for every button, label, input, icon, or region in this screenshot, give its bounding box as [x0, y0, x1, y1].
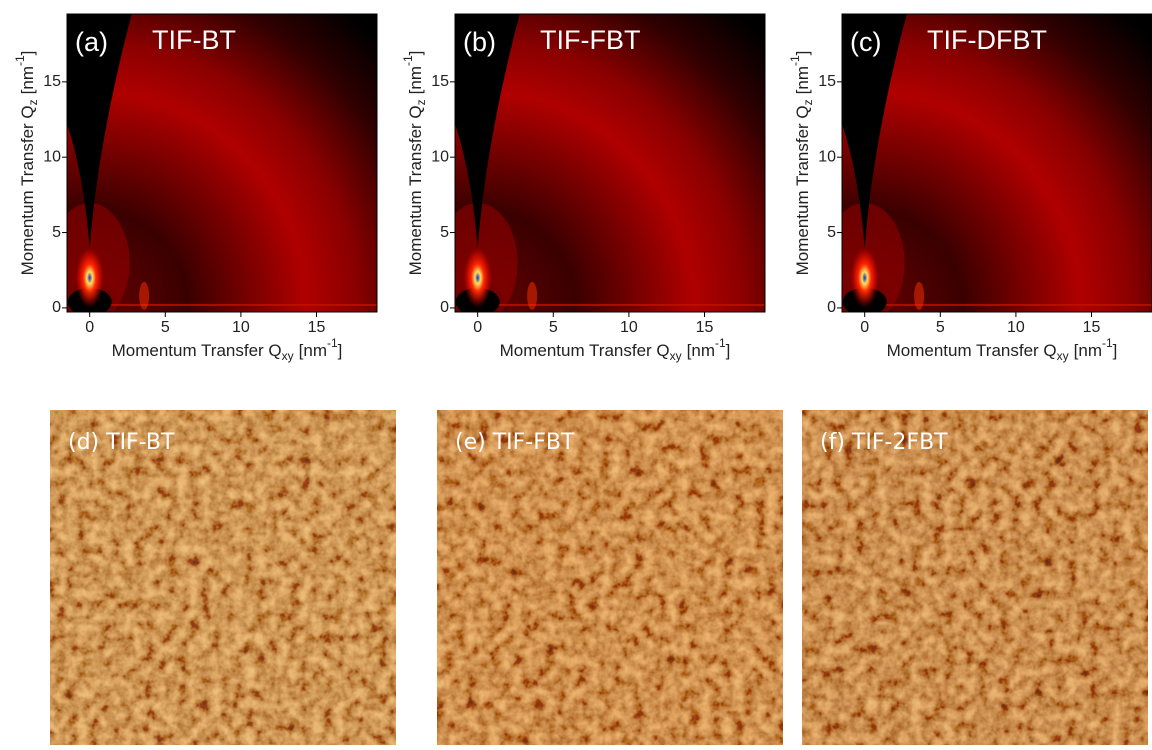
frame	[66, 13, 378, 313]
label-sup: -1	[715, 336, 726, 350]
panel-label: (a)	[75, 27, 108, 57]
x-tick-label: 0	[860, 319, 869, 336]
panel-title: TIF-FBT	[540, 25, 640, 55]
label-text: Momentum Transfer Q	[112, 341, 282, 360]
y-tick-label: 10	[431, 148, 449, 165]
y-tick-label: 15	[43, 73, 61, 90]
x-axis-label: Momentum Transfer Qxy [nm-1]	[500, 336, 731, 363]
y-axis-label: Momentum Transfer Qz [nm-1]	[13, 51, 40, 276]
x-tick-label: 15	[1083, 319, 1101, 336]
specular-spot	[75, 247, 104, 308]
label-text: Momentum Transfer Q	[887, 341, 1057, 360]
x-tick-label: 0	[473, 319, 482, 336]
label-sub: xy	[282, 349, 294, 363]
label-sub: z	[414, 99, 428, 105]
label-close: ]	[1113, 341, 1118, 360]
label-sub: z	[801, 99, 815, 105]
x-tick-label: 10	[620, 319, 638, 336]
x-tick-label: 5	[936, 319, 945, 336]
y-tick-label: 5	[827, 224, 836, 241]
peak	[527, 281, 538, 310]
y-tick-label: 10	[43, 148, 61, 165]
y-tick-label: 0	[440, 299, 449, 316]
x-tick-label: 0	[85, 319, 94, 336]
label-text: Momentum Transfer Q	[500, 341, 670, 360]
label-sup: -1	[13, 55, 27, 66]
label-sub: xy	[1057, 349, 1069, 363]
y-tick-label: 5	[52, 224, 61, 241]
horizon	[477, 303, 765, 306]
scattering-map	[67, 14, 377, 312]
afm-texture	[437, 410, 783, 745]
frame	[841, 13, 1152, 313]
x-tick-label: 15	[696, 319, 714, 336]
panel-title: TIF-BT	[152, 25, 236, 55]
ring	[842, 14, 1152, 312]
scattering-map	[842, 14, 1152, 312]
label-sub: xy	[670, 349, 682, 363]
y-axis-label: Momentum Transfer Qz [nm-1]	[788, 51, 815, 276]
y-tick-label: 5	[440, 224, 449, 241]
y-tick-label: 0	[827, 299, 836, 316]
y-tick-label: 15	[431, 73, 449, 90]
peak	[139, 281, 150, 310]
afm-label: (d) TIF-BT	[68, 430, 175, 455]
x-tick-label: 5	[549, 319, 558, 336]
missing-wedge	[842, 14, 907, 248]
label-unit: [nm	[299, 341, 327, 360]
label-close: ]	[338, 341, 343, 360]
scattering-map	[455, 14, 765, 312]
afm-label: (e) TIF-FBT	[455, 430, 575, 455]
y-axis-label: Momentum Transfer Qz [nm-1]	[401, 51, 428, 276]
label-text: Momentum Transfer Q	[406, 105, 425, 275]
label-unit: [nm	[1074, 341, 1102, 360]
missing-wedge	[455, 14, 520, 248]
horizon	[89, 303, 377, 306]
frame	[454, 13, 766, 313]
y-tick-label: 15	[818, 73, 836, 90]
label-sub: z	[26, 99, 40, 105]
label-close: ]	[793, 51, 812, 56]
specular-spot	[463, 247, 492, 308]
label-unit: [nm	[406, 66, 425, 94]
label-text: Momentum Transfer Q	[18, 105, 37, 275]
x-tick-label: 15	[308, 319, 326, 336]
panel-label: (c)	[850, 27, 881, 57]
label-close: ]	[726, 341, 731, 360]
peak	[914, 281, 925, 310]
label-unit: [nm	[687, 341, 715, 360]
y-tick-label: 0	[52, 299, 61, 316]
afm-texture	[50, 410, 396, 745]
x-axis-label: Momentum Transfer Qxy [nm-1]	[112, 336, 343, 363]
label-text: Momentum Transfer Q	[793, 105, 812, 275]
horizon	[864, 303, 1152, 306]
label-close: ]	[18, 51, 37, 56]
x-axis-label: Momentum Transfer Qxy [nm-1]	[887, 336, 1118, 363]
x-tick-label: 5	[161, 319, 170, 336]
panel-title: TIF-DFBT	[927, 25, 1047, 55]
label-close: ]	[406, 51, 425, 56]
label-sup: -1	[1102, 336, 1113, 350]
x-tick-label: 10	[1007, 319, 1025, 336]
x-tick-label: 10	[232, 319, 250, 336]
label-unit: [nm	[18, 66, 37, 94]
panel-label: (b)	[463, 27, 496, 57]
label-unit: [nm	[793, 66, 812, 94]
y-tick-label: 10	[818, 148, 836, 165]
ring	[67, 14, 377, 312]
label-sup: -1	[327, 336, 338, 350]
label-sup: -1	[401, 55, 415, 66]
ring	[455, 14, 765, 312]
missing-wedge	[67, 14, 132, 248]
label-sup: -1	[788, 55, 802, 66]
afm-label: (f) TIF-2FBT	[820, 430, 948, 455]
specular-spot	[850, 247, 879, 308]
afm-texture	[802, 410, 1148, 745]
